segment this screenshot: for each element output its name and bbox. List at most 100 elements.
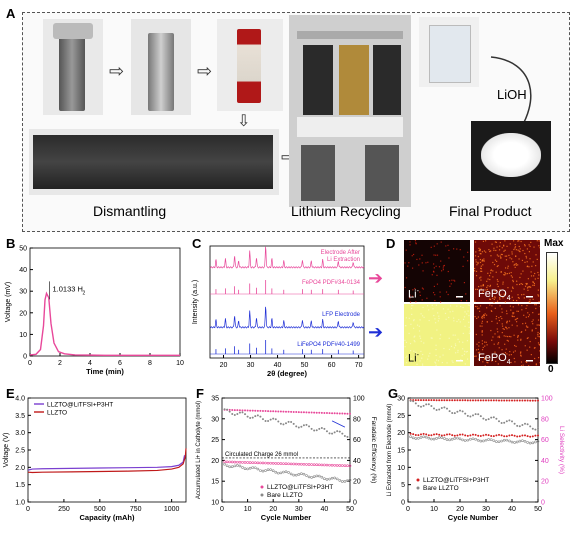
data-point: [328, 432, 331, 435]
map-pixel: [409, 241, 411, 243]
data-point: [477, 413, 480, 416]
data-point: [516, 435, 519, 438]
data-point: [346, 479, 349, 482]
data-point: [511, 399, 513, 402]
y-tick-label: 15: [397, 448, 405, 455]
data-point: [487, 434, 490, 437]
data-point: [474, 433, 477, 436]
data-point: [307, 463, 311, 466]
data-point: [292, 462, 295, 466]
map-pixel: [479, 325, 481, 327]
data-point: [500, 439, 503, 443]
map-pixel: [535, 364, 537, 366]
data-point: [489, 438, 493, 441]
map-pixel: [532, 298, 534, 300]
map-pixel: [523, 293, 525, 296]
data-point: [267, 410, 270, 413]
map-pixel: [432, 308, 434, 310]
map-pixel: [514, 263, 516, 266]
map-pixel: [474, 255, 477, 257]
data-point: [279, 471, 283, 475]
data-point: [341, 412, 344, 415]
colorbar-max-label: Max: [544, 238, 564, 249]
map-pixel: [418, 264, 420, 266]
data-point: [318, 411, 321, 414]
map-pixel: [489, 285, 491, 288]
map-pixel: [513, 357, 515, 360]
map-pixel: [505, 335, 507, 337]
map-pixel: [496, 328, 498, 330]
map-pixel: [526, 265, 528, 268]
data-point: [346, 435, 349, 438]
x-tick-label: 0: [26, 506, 30, 513]
data-point: [313, 411, 316, 414]
data-point: [259, 469, 262, 472]
map-pixel: [442, 267, 444, 269]
xrd-pattern: [209, 246, 365, 269]
map-pixel: [522, 249, 524, 252]
map-pixel: [412, 289, 414, 291]
map-pixel: [538, 336, 540, 338]
map-pixel: [496, 265, 498, 268]
y-axis-label: Voltage (V): [3, 433, 10, 468]
map-pixel: [539, 313, 540, 315]
data-point: [518, 399, 521, 402]
data-point: [225, 460, 229, 464]
map-pixel: [487, 278, 489, 280]
data-point: [440, 399, 443, 402]
map-pixel: [450, 345, 453, 347]
map-pixel: [478, 345, 480, 347]
map-pixel: [497, 331, 499, 333]
map-pixel: [439, 301, 442, 303]
map-pixel: [454, 343, 457, 345]
map-pixel: [529, 286, 531, 288]
map-pixel: [445, 318, 447, 320]
map-pixel: [496, 283, 498, 285]
map-pixel: [499, 289, 501, 291]
map-pixel: [529, 245, 531, 248]
data-point: [425, 433, 428, 436]
map-pixel: [421, 357, 423, 359]
map-pixel: [443, 347, 445, 350]
map-pixel: [439, 291, 441, 293]
map-pixel: [481, 259, 484, 261]
map-pixel: [535, 337, 537, 339]
map-pixel: [475, 333, 477, 336]
data-point: [297, 426, 300, 429]
map-pixel: [500, 315, 502, 318]
map-pixel: [521, 331, 523, 333]
map-pixel: [516, 317, 519, 320]
map-pixel: [529, 258, 531, 260]
data-point: [320, 426, 323, 429]
map-pixel: [458, 319, 460, 321]
map-pixel: [493, 343, 495, 345]
map-pixel: [479, 258, 482, 261]
map-pixel: [413, 340, 415, 342]
map-pixel: [517, 296, 520, 299]
legend-label: LLZTO: [47, 410, 67, 417]
data-point: [338, 464, 342, 467]
data-point: [536, 440, 540, 443]
data-point: [427, 434, 430, 437]
data-point: [302, 424, 305, 427]
data-point: [305, 411, 308, 414]
map-pixel: [427, 261, 429, 263]
map-pixel: [464, 311, 466, 313]
map-pixel: [497, 342, 500, 344]
map-pixel: [410, 323, 412, 325]
data-point: [305, 474, 308, 477]
map-pixel: [486, 288, 489, 291]
data-point: [249, 409, 252, 412]
data-point: [537, 399, 539, 402]
map-pixel: [480, 253, 482, 255]
data-point: [343, 412, 346, 415]
data-point: [266, 461, 270, 465]
map-pixel: [498, 297, 501, 299]
map-pixel: [505, 326, 507, 329]
map-pixel: [499, 241, 501, 244]
map-pixel: [484, 365, 486, 366]
data-point: [312, 463, 316, 466]
y-tick-label: 1.0: [15, 500, 25, 507]
map-pixel: [497, 255, 499, 257]
map-pixel: [486, 307, 488, 309]
